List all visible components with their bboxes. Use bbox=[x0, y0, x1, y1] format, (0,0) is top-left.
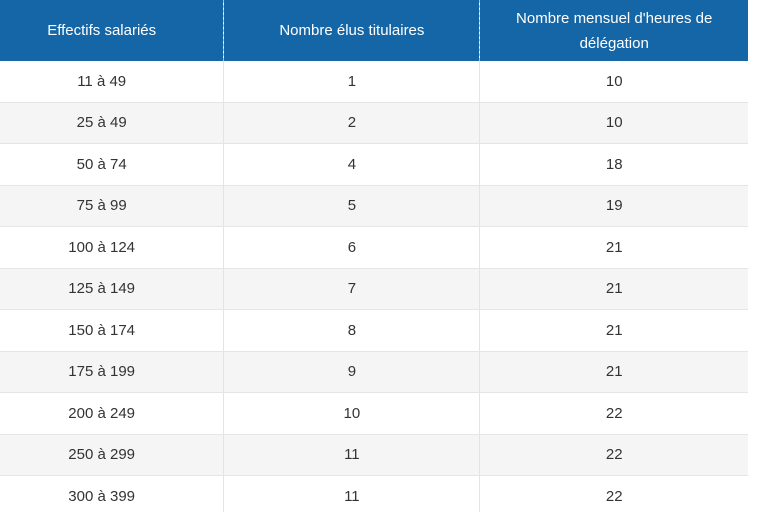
table-row: 175 à 199 9 21 bbox=[0, 351, 748, 393]
table-header: Effectifs salariés Nombre élus titulaire… bbox=[0, 0, 748, 61]
cell-heures-delegation: 21 bbox=[479, 351, 748, 393]
cell-elus-titulaires: 1 bbox=[223, 61, 480, 103]
cell-elus-titulaires: 7 bbox=[223, 268, 480, 310]
cell-elus-titulaires: 4 bbox=[223, 143, 480, 186]
cell-effectifs: 250 à 299 bbox=[0, 434, 224, 476]
table-body: 11 à 49 1 10 25 à 49 2 10 50 à 74 4 18 75 à 99 5 19… bbox=[0, 61, 748, 512]
cell-heures-delegation: 22 bbox=[479, 434, 748, 476]
table-row: 300 à 399 11 22 bbox=[0, 475, 748, 512]
cell-effectifs: 200 à 249 bbox=[0, 392, 224, 435]
cell-heures-delegation: 19 bbox=[479, 185, 748, 227]
cell-effectifs: 100 à 124 bbox=[0, 226, 224, 269]
cell-heures-delegation: 18 bbox=[479, 143, 748, 186]
table-row: 125 à 149 7 21 bbox=[0, 268, 748, 310]
cell-elus-titulaires: 9 bbox=[223, 351, 480, 393]
header-nombre-elus-titulaires: Nombre élus titulaires bbox=[223, 0, 480, 61]
cell-effectifs: 175 à 199 bbox=[0, 351, 224, 393]
cell-elus-titulaires: 6 bbox=[223, 226, 480, 269]
header-heures-delegation: Nombre mensuel d'heures de délégation bbox=[479, 0, 748, 61]
cell-heures-delegation: 22 bbox=[479, 392, 748, 435]
cell-elus-titulaires: 10 bbox=[223, 392, 480, 435]
table-row: 250 à 299 11 22 bbox=[0, 434, 748, 476]
cell-heures-delegation: 10 bbox=[479, 61, 748, 103]
table-row: 11 à 49 1 10 bbox=[0, 61, 748, 103]
table-row: 100 à 124 6 21 bbox=[0, 226, 748, 269]
cell-elus-titulaires: 8 bbox=[223, 309, 480, 352]
header-effectifs-salaries: Effectifs salariés bbox=[0, 0, 224, 61]
cell-heures-delegation: 10 bbox=[479, 102, 748, 144]
table-row: 50 à 74 4 18 bbox=[0, 143, 748, 186]
delegation-table: Effectifs salariés Nombre élus titulaire… bbox=[0, 0, 748, 512]
cell-effectifs: 11 à 49 bbox=[0, 61, 224, 103]
cell-effectifs: 75 à 99 bbox=[0, 185, 224, 227]
cell-elus-titulaires: 2 bbox=[223, 102, 480, 144]
cell-effectifs: 50 à 74 bbox=[0, 143, 224, 186]
cell-elus-titulaires: 11 bbox=[223, 475, 480, 512]
cell-effectifs: 150 à 174 bbox=[0, 309, 224, 352]
table-row: 25 à 49 2 10 bbox=[0, 102, 748, 144]
cell-heures-delegation: 22 bbox=[479, 475, 748, 512]
header-row: Effectifs salariés Nombre élus titulaire… bbox=[0, 0, 748, 61]
cell-effectifs: 300 à 399 bbox=[0, 475, 224, 512]
cell-heures-delegation: 21 bbox=[479, 226, 748, 269]
header-label-line-2: délégation bbox=[579, 34, 649, 52]
cell-effectifs: 25 à 49 bbox=[0, 102, 224, 144]
header-label-line-1: Nombre mensuel d'heures de bbox=[516, 9, 713, 27]
header-label: Effectifs salariés bbox=[47, 22, 157, 39]
table-row: 150 à 174 8 21 bbox=[0, 309, 748, 352]
cell-elus-titulaires: 5 bbox=[223, 185, 480, 227]
cell-heures-delegation: 21 bbox=[479, 309, 748, 352]
cell-effectifs: 125 à 149 bbox=[0, 268, 224, 310]
table-row: 75 à 99 5 19 bbox=[0, 185, 748, 227]
table-row: 200 à 249 10 22 bbox=[0, 392, 748, 435]
cell-heures-delegation: 21 bbox=[479, 268, 748, 310]
cell-elus-titulaires: 11 bbox=[223, 434, 480, 476]
header-label: Nombre élus titulaires bbox=[279, 22, 425, 39]
